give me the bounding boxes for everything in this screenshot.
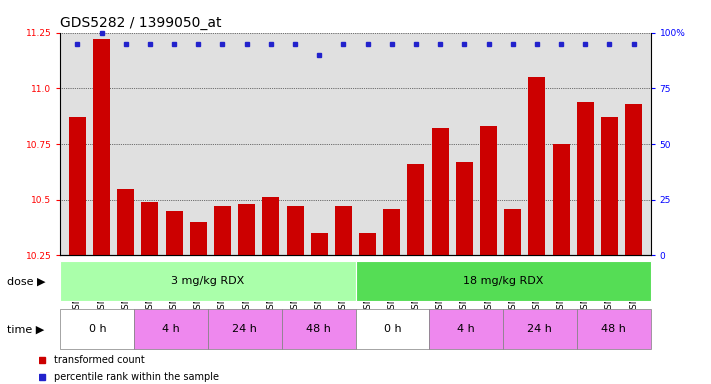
Bar <box>429 309 503 349</box>
Bar <box>141 202 159 255</box>
Text: transformed count: transformed count <box>55 356 145 366</box>
Text: 4 h: 4 h <box>457 324 475 334</box>
Bar <box>432 128 449 255</box>
Text: 4 h: 4 h <box>162 324 180 334</box>
Text: 48 h: 48 h <box>602 324 626 334</box>
Bar <box>238 204 255 255</box>
Text: 48 h: 48 h <box>306 324 331 334</box>
Text: time ▶: time ▶ <box>7 324 44 334</box>
Bar <box>356 261 651 301</box>
Text: percentile rank within the sample: percentile rank within the sample <box>55 372 220 382</box>
Text: 24 h: 24 h <box>528 324 552 334</box>
Text: 3 mg/kg RDX: 3 mg/kg RDX <box>171 276 245 286</box>
Text: GDS5282 / 1399050_at: GDS5282 / 1399050_at <box>60 16 222 30</box>
Text: 18 mg/kg RDX: 18 mg/kg RDX <box>463 276 543 286</box>
Bar <box>166 211 183 255</box>
Bar <box>480 126 497 255</box>
Bar <box>60 261 356 301</box>
Bar <box>601 117 618 255</box>
Bar <box>190 222 207 255</box>
Bar <box>359 233 376 255</box>
Bar <box>208 309 282 349</box>
Bar <box>60 309 134 349</box>
Bar <box>93 39 110 255</box>
Text: 0 h: 0 h <box>383 324 401 334</box>
Bar <box>625 104 642 255</box>
Text: 0 h: 0 h <box>88 324 106 334</box>
Bar <box>311 233 328 255</box>
Bar <box>282 309 356 349</box>
Bar <box>262 197 279 255</box>
Bar <box>69 117 86 255</box>
Bar <box>552 144 570 255</box>
Bar <box>214 206 231 255</box>
Bar <box>504 209 521 255</box>
Bar <box>287 206 304 255</box>
Bar <box>356 309 429 349</box>
Bar <box>577 309 651 349</box>
Bar <box>503 309 577 349</box>
Text: 24 h: 24 h <box>232 324 257 334</box>
Bar <box>528 77 545 255</box>
Bar <box>456 162 473 255</box>
Bar <box>117 189 134 255</box>
Bar <box>383 209 400 255</box>
Bar <box>335 206 352 255</box>
Bar <box>134 309 208 349</box>
Bar <box>407 164 424 255</box>
Bar <box>577 102 594 255</box>
Text: dose ▶: dose ▶ <box>7 276 46 286</box>
